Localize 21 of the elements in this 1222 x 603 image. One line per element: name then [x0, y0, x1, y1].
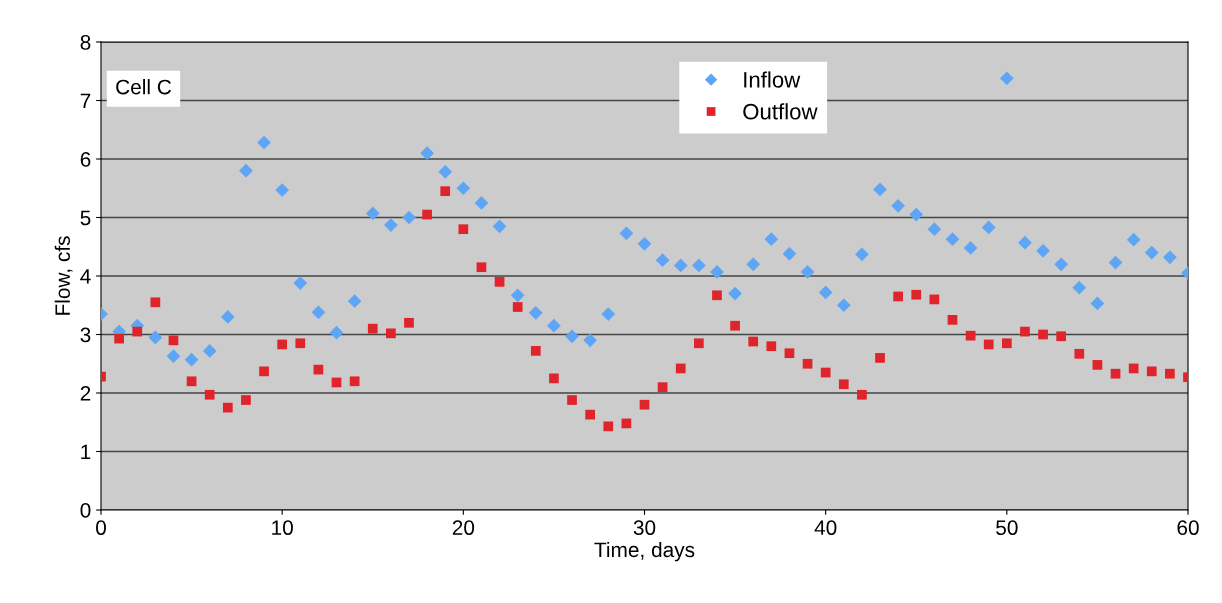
annotation: Cell C — [116, 79, 172, 95]
x-tick-label: 60 — [1177, 520, 1199, 536]
x-tick-label: 40 — [814, 520, 837, 536]
y-tick-label: 1 — [81, 444, 91, 460]
y-tick-label: 0 — [80, 503, 91, 518]
y-tick-label: 8 — [80, 35, 91, 50]
x-tick-label: 0 — [96, 520, 106, 536]
y-tick-label: 3 — [80, 327, 91, 343]
legend-label: Inflow — [744, 71, 801, 88]
y-tick-label: 5 — [80, 210, 91, 226]
y-axis-title: Flow, cfs — [54, 236, 73, 315]
x-tick-label: 50 — [996, 520, 1018, 536]
legend-label: Outflow — [743, 103, 818, 120]
x-tick-label: 10 — [272, 520, 293, 536]
y-tick-label: 2 — [80, 386, 91, 401]
y-tick-label: 7 — [80, 93, 91, 109]
x-tick-label: 20 — [452, 520, 475, 536]
y-tick-label: 6 — [80, 152, 91, 167]
x-axis-title: Time, days — [594, 541, 695, 562]
y-tick-label: 4 — [80, 269, 91, 284]
x-tick-label: 30 — [633, 520, 656, 536]
